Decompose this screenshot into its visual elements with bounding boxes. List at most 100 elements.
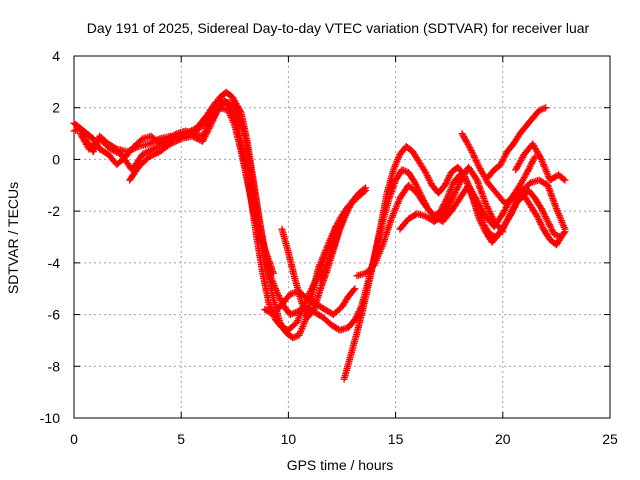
x-tick-label: 25 xyxy=(602,431,618,447)
data-point xyxy=(292,333,300,341)
data-point xyxy=(533,212,541,220)
data-point xyxy=(560,175,568,183)
data-point xyxy=(501,153,509,160)
data-point xyxy=(176,136,184,143)
data-point xyxy=(232,105,240,113)
data-point xyxy=(346,202,354,210)
data-markers xyxy=(70,88,569,383)
data-point xyxy=(534,214,542,222)
trace-group xyxy=(70,104,277,277)
data-point xyxy=(113,148,121,156)
data-point xyxy=(537,154,544,162)
data-point xyxy=(475,215,483,223)
data-point xyxy=(472,157,480,165)
data-point xyxy=(559,230,567,238)
data-point xyxy=(353,313,360,320)
data-point xyxy=(480,225,488,233)
y-tick-label: -4 xyxy=(48,255,61,271)
data-point xyxy=(511,202,519,210)
data-point xyxy=(474,160,482,168)
data-point xyxy=(174,136,182,144)
y-tick-label: -2 xyxy=(48,203,61,219)
y-tick-labels: -10 -8 -6 -4 -2 0 2 4 xyxy=(40,48,60,426)
data-point xyxy=(444,175,452,183)
data-point xyxy=(447,198,454,206)
data-point xyxy=(106,145,114,153)
y-tick-label: -10 xyxy=(40,410,60,426)
data-point xyxy=(498,157,506,165)
data-point xyxy=(489,214,497,222)
data-point xyxy=(350,286,358,294)
data-point xyxy=(145,153,153,161)
data-point xyxy=(168,139,176,147)
y-axis-label: SDTVAR / TECUs xyxy=(5,182,21,294)
data-point xyxy=(550,230,558,238)
data-point xyxy=(274,290,282,298)
data-point xyxy=(440,201,448,209)
data-point xyxy=(150,151,158,159)
y-tick-label: -6 xyxy=(48,307,61,323)
data-point xyxy=(140,150,148,157)
x-tick-label: 0 xyxy=(70,431,78,447)
data-point xyxy=(454,184,462,192)
data-point xyxy=(290,309,298,317)
trace-group xyxy=(396,163,507,236)
data-point xyxy=(443,176,451,184)
data-point xyxy=(172,130,179,138)
axis-ticks xyxy=(73,55,611,419)
data-point xyxy=(351,316,359,324)
data-point xyxy=(275,292,282,299)
data-point xyxy=(306,289,313,297)
trace-group xyxy=(512,140,569,184)
data-point xyxy=(497,161,505,169)
data-point xyxy=(441,181,449,189)
data-point xyxy=(230,100,237,108)
data-point xyxy=(438,204,446,212)
plot-frame xyxy=(73,55,611,419)
data-point xyxy=(309,307,317,315)
data-point xyxy=(508,208,516,216)
x-tick-labels: 0 5 10 15 20 25 xyxy=(70,431,618,447)
data-point xyxy=(111,147,119,155)
data-point xyxy=(467,145,475,153)
data-point xyxy=(148,151,156,159)
data-point xyxy=(486,209,494,217)
data-point xyxy=(529,156,537,164)
data-point xyxy=(145,140,153,148)
data-point xyxy=(230,102,238,110)
data-point xyxy=(561,225,569,233)
data-point xyxy=(307,286,315,294)
data-point xyxy=(234,110,242,118)
data-point xyxy=(424,173,432,181)
data-point xyxy=(422,168,430,176)
x-tick-label: 5 xyxy=(177,431,185,447)
data-point xyxy=(472,175,480,183)
x-tick-label: 20 xyxy=(495,431,511,447)
data-point xyxy=(536,217,543,225)
data-point xyxy=(411,179,419,187)
data-point xyxy=(477,218,485,226)
data-point xyxy=(500,154,508,162)
data-point xyxy=(171,138,179,146)
data-point xyxy=(537,220,545,228)
data-point xyxy=(502,151,509,159)
data-point xyxy=(451,190,458,198)
data-point xyxy=(142,149,150,157)
data-point xyxy=(536,219,544,227)
data-point xyxy=(482,199,490,207)
data-point xyxy=(423,172,431,180)
data-point xyxy=(478,221,486,229)
data-point xyxy=(510,205,518,213)
data-point xyxy=(151,150,159,158)
data-point xyxy=(70,127,78,135)
data-point xyxy=(280,324,288,332)
data-point xyxy=(545,221,553,229)
data-point xyxy=(362,184,370,192)
data-point xyxy=(352,314,360,322)
data-point xyxy=(525,166,532,174)
data-point xyxy=(540,104,548,112)
trace-group xyxy=(458,130,569,233)
data-point xyxy=(487,211,495,219)
data-point xyxy=(526,163,534,170)
